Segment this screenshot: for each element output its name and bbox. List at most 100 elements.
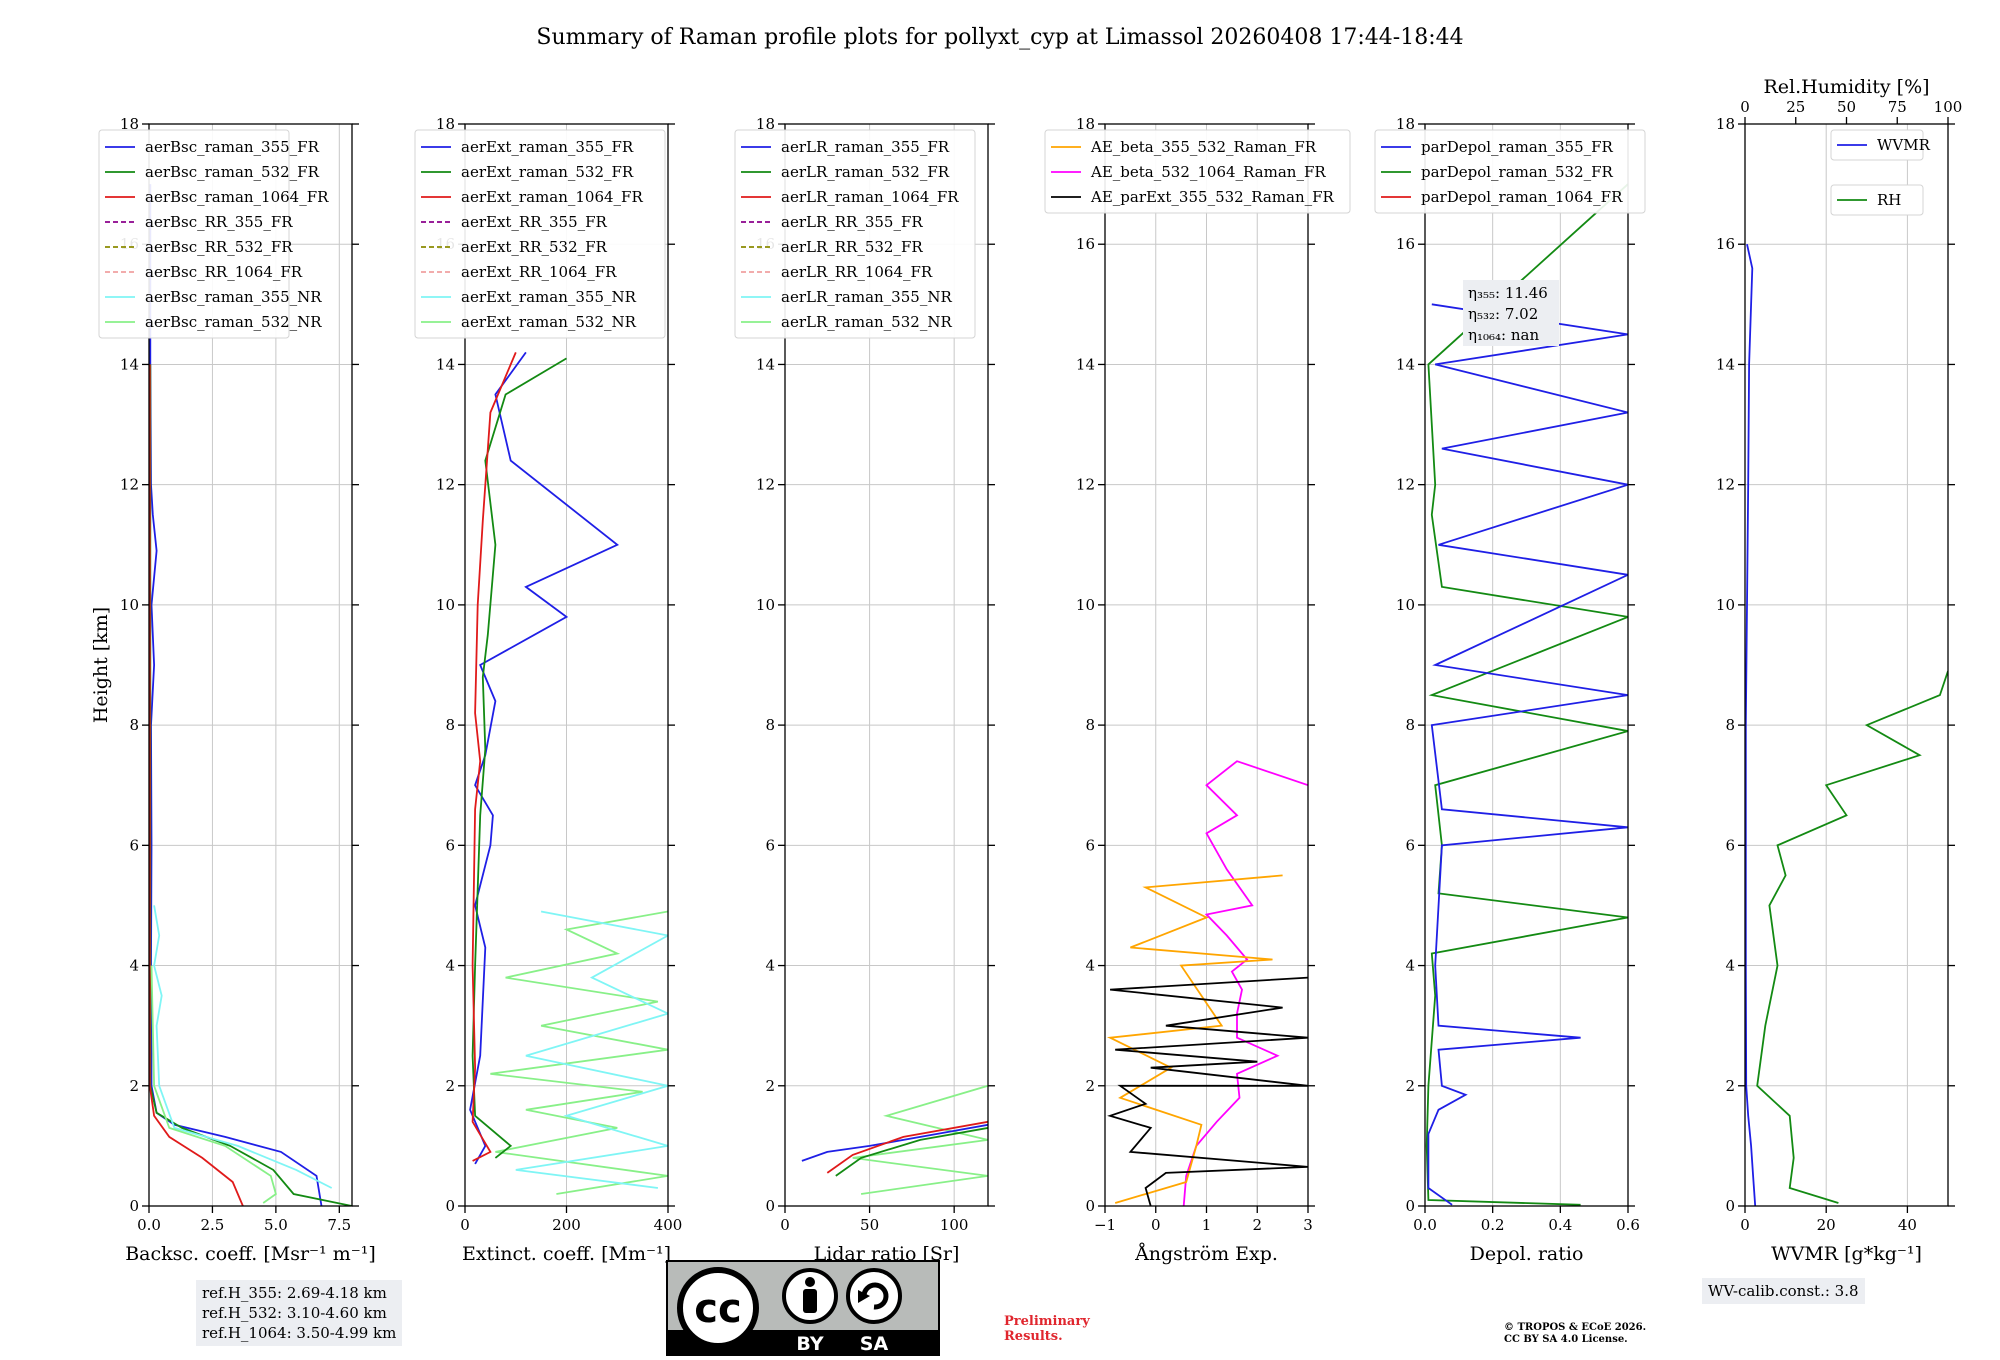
copyright-line-2: CC BY SA 4.0 License.: [1504, 1334, 1628, 1345]
y-tick-label: 0: [1405, 1197, 1415, 1215]
data-area: [149, 184, 352, 1206]
copyright-note: © TROPOS & ECoE 2026. CC BY SA 4.0 Licen…: [1504, 1322, 1646, 1346]
y-tick-label: 18: [1076, 115, 1095, 133]
series-aerExt_raman_355_FR: [469, 351, 620, 1165]
y-tick-label: 2: [1405, 1077, 1415, 1095]
panel-wv: 0 2 4 6 8 10 12 14 16 18 0 20 40 WVMR [g*kg⁻¹] 0 25 50 75…: [1716, 76, 1962, 1265]
series-AE_beta_532_1064_Raman_FR: [1182, 760, 1308, 1206]
legend-label: aerBsc_raman_355_FR: [145, 138, 320, 156]
x-tick-label: 2: [1252, 1216, 1262, 1234]
x-tick-label: 0.0: [137, 1216, 161, 1234]
x-tick-label: 0.6: [1616, 1216, 1640, 1234]
y-tick-label: 4: [1725, 957, 1735, 975]
legend-label: aerExt_RR_532_FR: [461, 238, 608, 256]
data-area: [1106, 760, 1308, 1206]
panel-lr: 024681012141618050100Lidar ratio [Sr]aer…: [734, 115, 995, 1265]
x-axis-label: Extinct. coeff. [Mm⁻¹]: [462, 1243, 671, 1265]
series-aerExt_raman_355_NR: [515, 910, 668, 1189]
y-tick-label: 10: [756, 596, 775, 614]
y-axis-label: Height [km]: [90, 607, 112, 723]
y-tick-label: 8: [1405, 716, 1415, 734]
series-aerBsc_raman_1064_FR: [149, 364, 244, 1206]
legend-label: aerExt_raman_532_NR: [461, 313, 637, 331]
ref-height-1064: ref.H_1064: 3.50-4.99 km: [202, 1324, 397, 1342]
cc-by-sa-badge: cc BY SA: [666, 1260, 940, 1356]
x-tick-label: 7.5: [327, 1216, 351, 1234]
wv-calibration-box: WV-calib.const.: 3.8: [1702, 1278, 1865, 1304]
preliminary-line-2: Results.: [1004, 1329, 1063, 1344]
y-tick-label: 14: [120, 355, 139, 373]
legend-label: aerBsc_raman_355_NR: [145, 288, 322, 306]
y-tick-label: 0: [1085, 1197, 1095, 1215]
x-axis-label: Depol. ratio: [1470, 1243, 1584, 1265]
reference-height-box: ref.H_355: 2.69-4.18 km ref.H_532: 3.10-…: [196, 1280, 403, 1346]
legend-label: parDepol_raman_355_FR: [1421, 138, 1614, 156]
y-tick-label: 14: [1076, 355, 1095, 373]
legend-box: [734, 129, 976, 339]
y-tick-label: 4: [1085, 957, 1095, 975]
y-tick-label: 2: [1725, 1077, 1735, 1095]
x-tick-label: 0: [460, 1216, 470, 1234]
y-tick-label: 0: [1725, 1197, 1735, 1215]
x-tick-label: 400: [654, 1216, 683, 1234]
series-parDepol_raman_532_FR: [1425, 183, 1628, 1206]
sa-label: SA: [860, 1333, 889, 1355]
sa-share-icon: [846, 1268, 902, 1324]
series-aerBsc_raman_532_NR: [150, 965, 277, 1204]
series-AE_beta_355_532_Raman_FR: [1106, 874, 1283, 1204]
x-tick-label: 50: [860, 1216, 879, 1234]
x-tick-label: 0.4: [1548, 1216, 1572, 1234]
y-tick-label: 10: [1716, 596, 1735, 614]
top-tick-label: 25: [1786, 98, 1805, 116]
axes-frame: [148, 123, 353, 1207]
y-tick-label: 18: [756, 115, 775, 133]
panel-depol: 0 2 4 6 8 10 12 14 16 18 0.0 0.2 0.4 0.6 Depol. ratio p…: [1374, 115, 1646, 1265]
axes-frame: [1744, 123, 1949, 1207]
copyright-line-1: © TROPOS & ECoE 2026.: [1504, 1322, 1647, 1333]
legend-box: [1830, 184, 1924, 216]
legend-label: AE_beta_355_532_Raman_FR: [1090, 138, 1317, 156]
series-parDepol_raman_355_FR: [1427, 303, 1628, 1206]
series-aerLR_raman_532_FR: [835, 1127, 988, 1177]
legend-box: [98, 129, 290, 339]
x-tick-label: 0: [780, 1216, 790, 1234]
y-tick-label: 12: [436, 476, 455, 494]
x-axis-label: Ångström Exp.: [1134, 1243, 1278, 1265]
data-area: [1745, 244, 1948, 1206]
x-tick-label: 20: [1817, 1216, 1836, 1234]
y-tick-label: 8: [129, 716, 139, 734]
x-tick-label: 100: [940, 1216, 969, 1234]
y-tick-label: 6: [1085, 836, 1095, 854]
legend-label: aerBsc_raman_532_FR: [145, 163, 320, 181]
axes-frame: [1424, 123, 1629, 1207]
axes-frame: [784, 123, 989, 1207]
y-tick-label: 14: [436, 355, 455, 373]
y-tick-label: 12: [120, 476, 139, 494]
legend-label: AE_beta_532_1064_Raman_FR: [1090, 163, 1326, 181]
series-aerExt_raman_1064_FR: [471, 352, 517, 1162]
y-tick-label: 4: [445, 957, 455, 975]
y-tick-label: 6: [129, 836, 139, 854]
legend-label: aerLR_raman_355_NR: [781, 288, 952, 306]
y-tick-label: 2: [129, 1077, 139, 1095]
legend-label: aerLR_raman_1064_FR: [781, 188, 959, 206]
legend-label: AE_parExt_355_532_Raman_FR: [1090, 188, 1335, 206]
legend-label: aerExt_RR_1064_FR: [461, 263, 617, 281]
y-tick-label: 18: [1396, 115, 1415, 133]
series-aerBsc_raman_355_FR: [149, 184, 323, 1206]
x-tick-label: −1: [1094, 1216, 1116, 1234]
top-tick-label: 0: [1740, 98, 1750, 116]
series-WVMR: [1745, 244, 1757, 1206]
y-tick-label: 8: [445, 716, 455, 734]
data-area: [1425, 183, 1628, 1206]
y-tick-label: 6: [1405, 836, 1415, 854]
legend-label: aerBsc_raman_532_NR: [145, 313, 322, 331]
top-tick-label: 75: [1888, 98, 1907, 116]
preliminary-note: Preliminary Results.: [1004, 1314, 1090, 1344]
legend-label: WVMR: [1877, 136, 1931, 154]
x-tick-label: 0: [1151, 1216, 1161, 1234]
y-tick-label: 16: [1716, 235, 1735, 253]
y-tick-label: 12: [1396, 476, 1415, 494]
